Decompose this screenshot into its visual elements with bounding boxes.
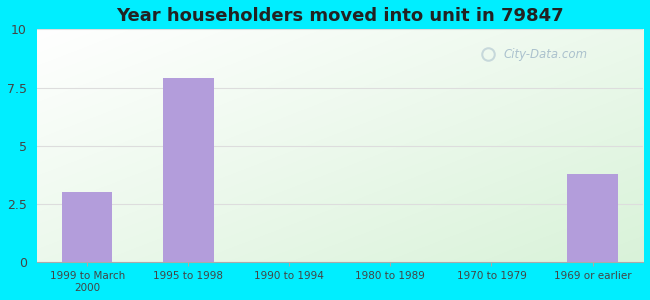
Bar (62, 193, 112, 262)
Title: Year householders moved into unit in 79847: Year householders moved into unit in 798… (116, 7, 564, 25)
Bar (163, 78, 214, 262)
Text: City-Data.com: City-Data.com (504, 48, 588, 61)
Bar (567, 174, 618, 262)
